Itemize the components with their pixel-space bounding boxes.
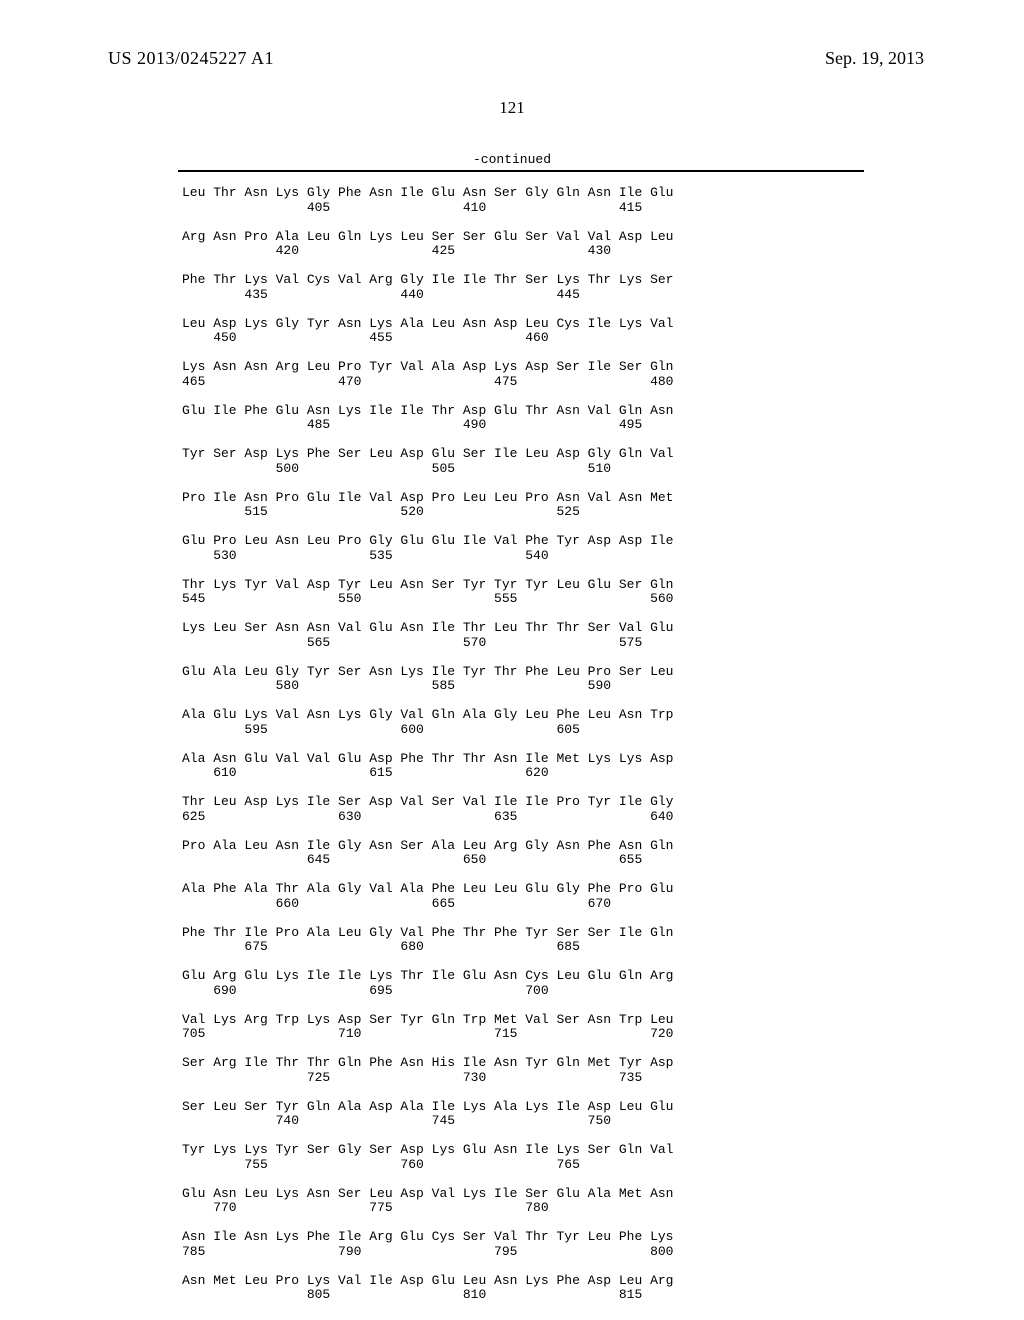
publication-number: US 2013/0245227 A1 <box>108 48 274 69</box>
sequence-rule <box>178 170 864 172</box>
continued-label: -continued <box>473 152 551 167</box>
page-number: 121 <box>0 98 1024 118</box>
publication-date: Sep. 19, 2013 <box>825 48 924 69</box>
page-container: US 2013/0245227 A1 Sep. 19, 2013 121 -co… <box>0 0 1024 1320</box>
sequence-listing: Leu Thr Asn Lys Gly Phe Asn Ile Glu Asn … <box>182 186 673 1303</box>
